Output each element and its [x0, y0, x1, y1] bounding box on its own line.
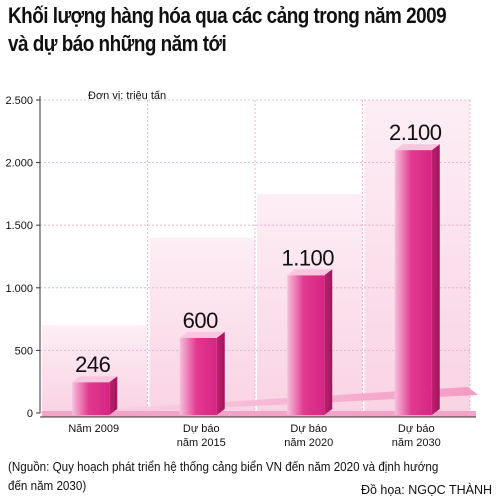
bar-4	[394, 150, 432, 415]
category-label-3: năm 2020	[284, 437, 333, 449]
chart-title: Khối lượng hàng hóa qua các cảng trong n…	[8, 2, 447, 58]
y-tick-label: 2.500	[5, 95, 33, 107]
y-tick-label: 1.000	[5, 283, 33, 295]
bar-top-3	[287, 269, 333, 276]
value-label-1: 246	[75, 352, 110, 377]
category-label-3: Dự báo	[290, 423, 327, 435]
chart-floor	[40, 387, 478, 415]
bar-1	[72, 382, 110, 415]
category-label-1: Năm 2009	[68, 423, 119, 435]
bar-2	[179, 337, 217, 415]
category-label-2: năm 2015	[177, 437, 226, 449]
bar-top-1	[72, 376, 118, 383]
bar-top-4	[394, 144, 440, 151]
title-line-1: Khối lượng hàng hóa qua các cảng trong n…	[8, 3, 447, 28]
bar-side-2	[216, 331, 225, 415]
y-tick-label: 0	[27, 408, 33, 420]
chart-floor-edge	[42, 411, 476, 417]
graphic-credit: Đồ họa: NGỌC THÀNH	[360, 483, 492, 497]
source-note: (Nguồn: Quy hoạch phát triển hệ thống cả…	[8, 460, 439, 493]
bar-side-4	[431, 144, 440, 415]
value-label-2: 600	[183, 308, 218, 333]
bar-side-1	[109, 376, 118, 415]
bar-top-2	[179, 331, 225, 338]
category-label-4: năm 2030	[392, 437, 441, 449]
bar-chart: 0 500 1.000 1.500 2.000 2.500 246 Năm 2009 600 D…	[5, 90, 478, 449]
unit-label: Đơn vị: triệu tấn	[88, 90, 166, 102]
y-tick-label: 500	[15, 345, 33, 357]
bar-3	[287, 275, 325, 415]
category-label-2: Dự báo	[183, 423, 220, 435]
value-label-4: 2.100	[389, 120, 442, 145]
category-label-4: Dự báo	[398, 423, 435, 435]
bar-side-3	[324, 269, 333, 415]
value-label-3: 1.100	[281, 245, 334, 270]
y-tick-label: 2.000	[5, 158, 33, 170]
y-tick-label: 1.500	[5, 220, 33, 232]
title-line-2: và dự báo những năm tới	[8, 31, 227, 56]
